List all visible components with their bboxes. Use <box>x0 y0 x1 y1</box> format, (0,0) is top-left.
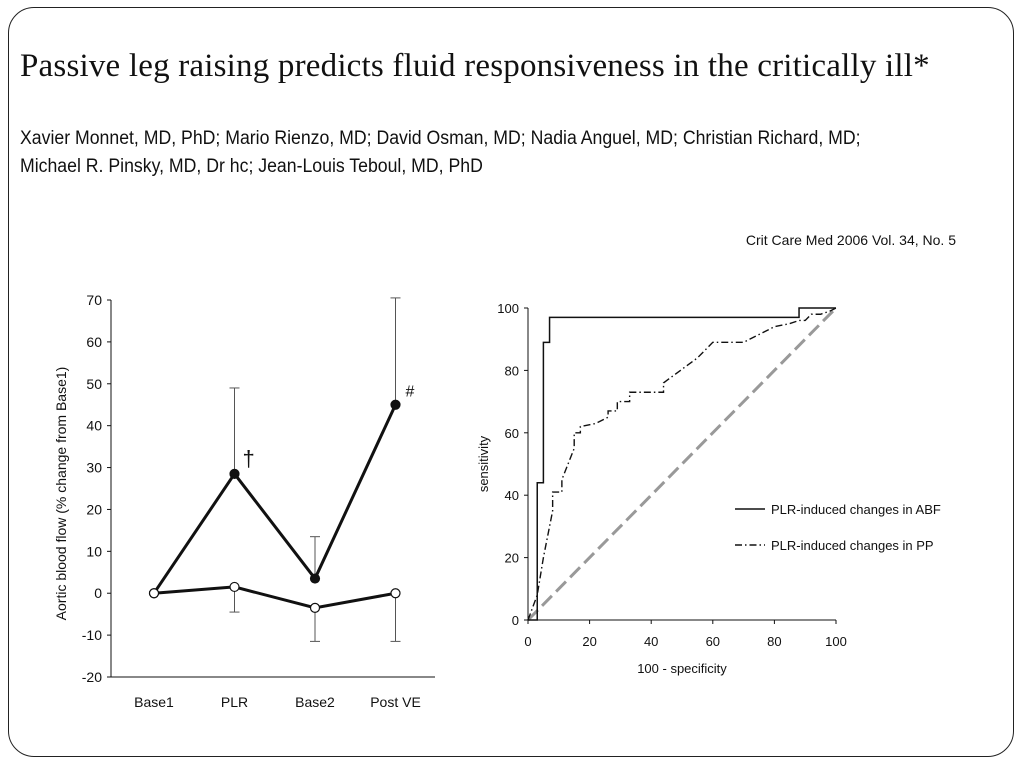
series-line-2 <box>153 585 396 610</box>
roc-curve-abf <box>528 307 836 621</box>
y-tick-label: 20 <box>86 501 102 517</box>
reference-diagonal <box>526 306 838 622</box>
y-tick-label: 60 <box>505 426 519 441</box>
y-axis-label: sensitivity <box>476 435 491 492</box>
x-tick-label: 20 <box>582 634 596 649</box>
x-axis-label: 100 - specificity <box>637 661 727 676</box>
significance-marker: # <box>406 384 415 401</box>
data-point-open <box>229 581 240 593</box>
legend-label-abf: PLR-induced changes in ABF <box>771 502 941 517</box>
legend-label-pp: PLR-induced changes in PP <box>771 538 934 553</box>
y-tick-label: 20 <box>505 551 519 566</box>
y-tick-label: 40 <box>505 488 519 503</box>
y-tick-label: -20 <box>82 669 102 685</box>
x-tick-label: 80 <box>767 634 781 649</box>
y-tick-label: 100 <box>497 301 519 316</box>
y-tick-label: 50 <box>86 376 102 392</box>
significance-marker: † <box>243 446 255 471</box>
data-point-filled <box>229 468 240 479</box>
x-tick-label: Base1 <box>134 694 174 710</box>
author-line-1: Xavier Monnet, MD, PhD; Mario Rienzo, MD… <box>20 128 861 149</box>
x-tick-label: Base2 <box>295 694 335 710</box>
journal-citation: Crit Care Med 2006 Vol. 34, No. 5 <box>745 232 956 248</box>
roc-curve-chart: 100 80 60 40 20 00 20 40 60 80 100 100 - specificit… <box>476 301 941 676</box>
aortic-flow-chart: 70 60 50 40 30 20 10 0 -10 -20 Base1 PLR Base2 Post V… <box>53 292 435 710</box>
slide-frame <box>8 7 1014 757</box>
y-tick-label: 80 <box>505 363 519 378</box>
x-tick-label: PLR <box>221 694 248 710</box>
data-point-filled <box>390 399 401 410</box>
y-tick-label: 70 <box>86 292 102 308</box>
y-tick-label: 10 <box>86 543 102 559</box>
y-tick-label: -10 <box>82 627 102 643</box>
x-tick-label: Post VE <box>370 694 421 710</box>
data-point-open <box>148 588 160 599</box>
y-tick-label: 0 <box>512 613 519 628</box>
y-tick-label: 40 <box>86 418 102 434</box>
y-tick-label: 60 <box>86 334 102 350</box>
y-tick-label: 0 <box>94 585 102 601</box>
data-point-open <box>390 588 401 599</box>
author-list: Xavier Monnet, MD, PhD; Mario Rienzo, MD… <box>20 125 1010 181</box>
author-line-2: Michael R. Pinsky, MD, Dr hc; Jean-Louis… <box>20 156 483 177</box>
x-tick-label: 60 <box>706 634 720 649</box>
x-tick-label: 100 <box>825 634 847 649</box>
paper-title: Passive leg raising predicts fluid respo… <box>20 48 930 84</box>
x-tick-label: 40 <box>644 634 658 649</box>
x-tick-label: 0 <box>524 634 531 649</box>
y-tick-label: 30 <box>86 460 102 476</box>
roc-curve-pp <box>527 307 837 621</box>
data-point-filled <box>309 573 321 584</box>
y-axis-label: Aortic blood flow (% change from Base1) <box>53 367 69 621</box>
data-point-open <box>309 602 321 613</box>
series-line-1 <box>152 404 397 595</box>
